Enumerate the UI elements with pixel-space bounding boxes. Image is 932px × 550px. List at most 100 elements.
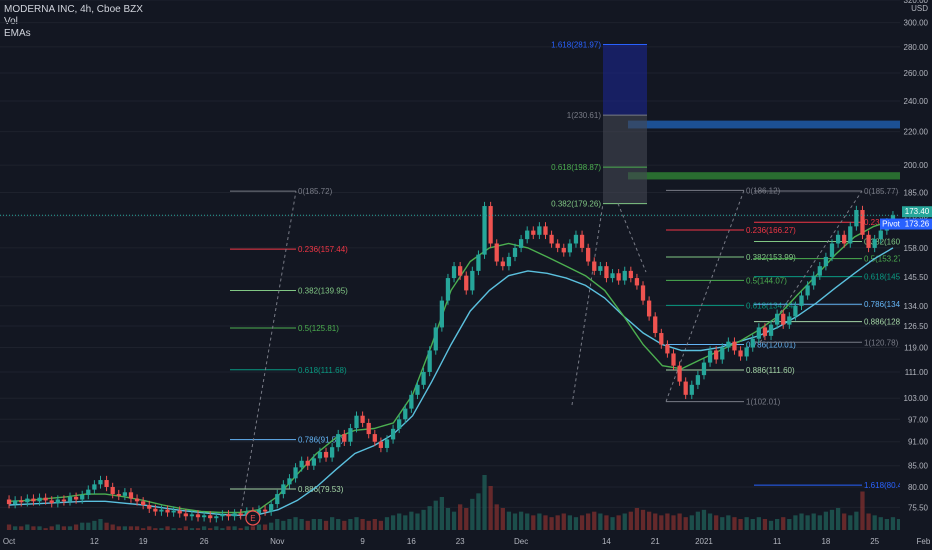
candle-body (67, 496, 73, 502)
volume-bar (317, 519, 323, 530)
volume-bar (128, 526, 134, 530)
volume-bar (500, 508, 505, 530)
candle-body (165, 509, 170, 513)
candle-body (269, 504, 274, 512)
volume-bar (774, 519, 780, 530)
candle-body (19, 500, 24, 503)
symbol-title: MODERNA INC, 4h, Cboe BZX (4, 4, 143, 15)
volume-bar (799, 513, 804, 530)
volume-bar (238, 528, 243, 530)
candle-body (287, 478, 292, 485)
candle-body (604, 266, 609, 279)
candle-body (73, 496, 79, 500)
time-tick-label: Oct (3, 537, 16, 546)
candle-body (43, 497, 48, 501)
fib-level-label: 1.618(281.97) (551, 40, 601, 49)
volume-bar (464, 508, 469, 530)
volume-bar (458, 504, 463, 530)
candle-body (403, 408, 408, 420)
candle-body (220, 514, 225, 517)
volume-bar (738, 519, 743, 530)
time-tick-label: 26 (200, 537, 209, 546)
volume-bar (494, 504, 499, 530)
volume-bar (653, 513, 658, 530)
price-tick-label: 320.00 (904, 0, 929, 5)
candle-body (61, 499, 67, 502)
fib-level-label: 0.5(144.07) (746, 276, 787, 285)
price-badge (880, 218, 902, 230)
time-axis (0, 530, 932, 550)
candle-body (835, 234, 841, 244)
candle-body (598, 266, 603, 271)
volume-bar (262, 524, 268, 530)
volume-bar (43, 528, 48, 530)
candle-body (494, 243, 499, 262)
fib-trend-line (571, 203, 604, 406)
price-tick-label: 85.00 (908, 462, 929, 471)
volume-bar (92, 520, 97, 530)
volume-bar (604, 515, 609, 530)
volume-bar (372, 519, 377, 530)
candle-body (427, 350, 432, 372)
volume-bar (695, 511, 701, 530)
fib-level-label: 1(230.61) (567, 111, 602, 120)
candle-body (397, 419, 402, 429)
time-tick-label: 21 (651, 537, 660, 546)
candle-body (366, 422, 371, 435)
candle-body (531, 230, 536, 235)
volume-bar (153, 528, 158, 530)
candle-body (153, 508, 158, 512)
volume-bar (269, 522, 274, 530)
candle-body (829, 243, 835, 257)
price-tick-label: 80.00 (908, 483, 929, 492)
volume-bar (854, 511, 859, 530)
volume-bar (250, 526, 256, 530)
volume-bar (482, 475, 487, 530)
candle-body (805, 285, 810, 296)
time-tick-label: Feb (917, 537, 931, 546)
candle-body (695, 375, 701, 385)
candle-body (110, 486, 115, 495)
volume-bar (232, 526, 237, 530)
candle-body (561, 247, 566, 253)
fib-level-label: 1(102.01) (746, 398, 781, 407)
price-zone (628, 172, 900, 180)
candle-body (458, 266, 463, 276)
candle-body (525, 230, 530, 240)
candle-body (195, 514, 201, 518)
candle-body (281, 484, 286, 495)
candle-body (49, 500, 54, 504)
volume-bar (659, 515, 664, 530)
candle-body (323, 451, 329, 458)
volume-bar (549, 517, 554, 530)
volume-bar (714, 515, 719, 530)
volume-bar (665, 513, 670, 530)
volume-bar (299, 519, 304, 530)
candle-body (586, 247, 591, 262)
time-tick-label: 2021 (695, 537, 713, 546)
candle-body (573, 234, 579, 244)
price-tick-label: 260.00 (904, 69, 929, 78)
earnings-marker-label: E (250, 514, 255, 523)
candle-body (244, 511, 249, 516)
volume-bar (537, 513, 542, 530)
volume-bar (750, 519, 755, 530)
volume-bar (73, 524, 79, 530)
volume-bar (348, 519, 353, 530)
earnings-marker (245, 510, 261, 526)
volume-bar (884, 519, 889, 530)
candle-body (549, 234, 554, 244)
candle-body (683, 381, 688, 395)
fib-level-label: 1(120.78) (864, 338, 899, 347)
candle-body (421, 371, 426, 385)
candle-body (848, 226, 853, 244)
price-tick-label: 158.00 (904, 244, 929, 253)
candle-body (293, 467, 298, 479)
candle-body (311, 458, 316, 466)
candle-body (439, 300, 444, 328)
candle-body (378, 441, 384, 448)
volume-bar (762, 519, 768, 530)
price-zone (628, 120, 900, 129)
volume-bar (104, 522, 109, 530)
